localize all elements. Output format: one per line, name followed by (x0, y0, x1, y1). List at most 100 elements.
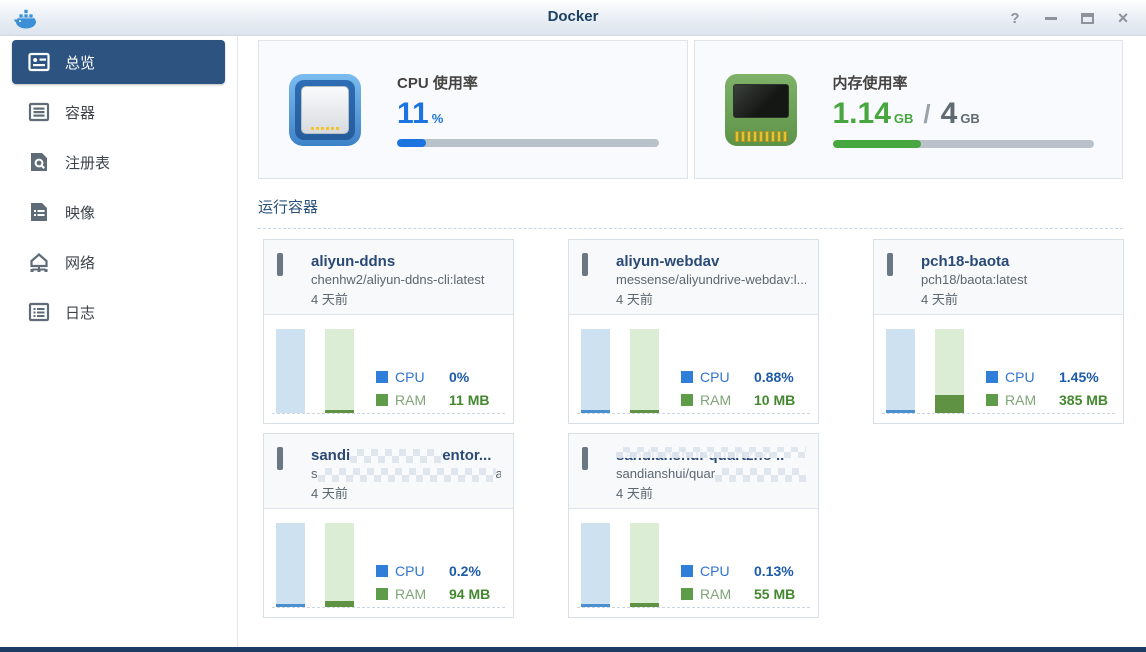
container-card-header: aliyun-webdav messense/aliyundrive-webda… (569, 240, 818, 315)
container-name: aliyun-webdav (616, 253, 720, 270)
stats-legend: CPU 0.2% RAM 94 MB (376, 561, 505, 607)
container-name: aliyun-ddns (311, 253, 396, 270)
cpu-legend-swatch (376, 370, 388, 383)
container-age: 4 天前 (616, 292, 653, 307)
running-containers-section-header: 运行容器 (258, 196, 1123, 229)
chart-baseline (272, 607, 505, 608)
sidebar-item-network[interactable]: 网络 (12, 240, 225, 284)
memory-usage-title: 内存使用率 (832, 74, 908, 92)
cpu-legend-label: CPU (395, 562, 425, 579)
ram-mini-bar (935, 329, 964, 413)
sidebar-item-label: 网络 (65, 254, 96, 272)
container-name: sandianshui-quartzno .. (616, 447, 806, 464)
container-card-redacted-2[interactable]: sandianshui-quartzno .. sandianshui/quar… (568, 433, 819, 618)
cpu-legend-swatch (986, 370, 998, 383)
cpu-value: 0% (449, 368, 470, 385)
memory-total-number: 4 (940, 96, 958, 130)
close-button[interactable]: × (1112, 7, 1134, 29)
container-card-stats: CPU 0.2% RAM 94 MB (264, 509, 513, 617)
summary-row: CPU 使用率 11 % (258, 40, 1123, 179)
stats-legend: CPU 1.45% RAM 385 MB (986, 367, 1115, 413)
cpu-mini-bar (581, 523, 610, 607)
redaction-overlay (616, 447, 806, 459)
sidebar-item-label: 容器 (65, 104, 96, 122)
sidebar-item-registry[interactable]: 注册表 (12, 140, 225, 184)
container-image: messense/aliyundrive-webdav:l... (616, 272, 806, 287)
memory-total-unit: GB (960, 110, 980, 126)
ram-legend-label: RAM (1005, 391, 1037, 408)
ram-value: 10 MB (754, 391, 796, 408)
container-card-pch18-baota[interactable]: pch18-baota pch18/baota:latest 4 天前 C (873, 239, 1124, 424)
cpu-legend-label: CPU (395, 368, 425, 385)
help-button[interactable]: ? (1010, 9, 1020, 27)
cpu-value: 0.2% (449, 562, 481, 579)
container-icon (582, 253, 606, 314)
container-card-stats: CPU 0.88% RAM 10 MB (569, 315, 818, 423)
cpu-legend-swatch (681, 370, 693, 383)
cpu-value: 0.13% (754, 562, 794, 579)
container-card-header: aliyun-ddns chenhw2/aliyun-ddns-cli:late… (264, 240, 513, 315)
container-age: 4 天前 (616, 486, 653, 501)
cpu-value: 1.45% (1059, 368, 1099, 385)
chart-baseline (882, 413, 1115, 414)
cpu-legend-swatch (376, 564, 388, 577)
stats-legend: CPU 0% RAM 11 MB (376, 367, 505, 413)
close-icon: × (1117, 8, 1129, 28)
overview-panel: CPU 使用率 11 % (238, 36, 1146, 647)
sidebar-item-label: 总览 (65, 54, 96, 72)
container-card-aliyun-ddns[interactable]: aliyun-ddns chenhw2/aliyun-ddns-cli:late… (263, 239, 514, 424)
container-icon (582, 447, 606, 508)
window-title: Docker (547, 8, 599, 25)
container-icon (277, 447, 301, 508)
ram-legend-swatch (376, 393, 388, 406)
container-card-stats: CPU 0.13% RAM 55 MB (569, 509, 818, 617)
cpu-usage-title: CPU 使用率 (397, 75, 478, 92)
maximize-icon (1080, 12, 1094, 24)
stats-legend: CPU 0.13% RAM 55 MB (681, 561, 810, 607)
chart-baseline (577, 607, 810, 608)
container-card-aliyun-webdav[interactable]: aliyun-webdav messense/aliyundrive-webda… (568, 239, 819, 424)
ram-legend-swatch (681, 587, 693, 600)
cpu-legend-label: CPU (700, 562, 730, 579)
cpu-mini-bar (276, 523, 305, 607)
container-icon (887, 253, 911, 314)
ram-value: 11 MB (449, 391, 490, 408)
container-age: 4 天前 (311, 486, 348, 501)
window-controls: ? × (1004, 0, 1134, 36)
ram-legend-label: RAM (395, 585, 427, 602)
registry-search-icon (27, 150, 51, 174)
sidebar-item-overview[interactable]: 总览 (12, 40, 225, 84)
sidebar-item-logs[interactable]: 日志 (12, 290, 225, 334)
cpu-progress-fill (397, 139, 426, 147)
maximize-button[interactable] (1076, 7, 1098, 29)
container-cards-grid: aliyun-ddns chenhw2/aliyun-ddns-cli:late… (263, 239, 1124, 618)
memory-used-unit: GB (893, 110, 914, 126)
cpu-legend-swatch (681, 564, 693, 577)
ram-legend-swatch (681, 393, 693, 406)
memory-used-number: 1.14 (832, 96, 891, 130)
chart-baseline (272, 413, 505, 414)
ram-value: 385 MB (1059, 391, 1109, 408)
container-card-stats: CPU 0% RAM 11 MB (264, 315, 513, 423)
network-icon (27, 250, 51, 274)
ram-legend-swatch (986, 393, 998, 406)
container-image: pch18/baota:latest (921, 272, 1028, 287)
sidebar-item-images[interactable]: 映像 (12, 190, 225, 234)
container-image: sandianshui/quarst (616, 465, 806, 483)
log-icon (27, 300, 51, 324)
cpu-percent-unit: % (431, 111, 444, 126)
cpu-mini-bar (276, 329, 305, 413)
ram-value: 55 MB (754, 585, 796, 602)
ram-legend-swatch (376, 587, 388, 600)
sidebar-item-containers[interactable]: 容器 (12, 90, 225, 134)
cpu-usage-value: 11 % (397, 99, 659, 129)
ram-legend-label: RAM (700, 391, 732, 408)
minimize-button[interactable] (1040, 7, 1062, 29)
stats-legend: CPU 0.88% RAM 10 MB (681, 367, 810, 413)
ram-legend-label: RAM (700, 585, 732, 602)
sidebar-item-label: 注册表 (65, 154, 111, 172)
